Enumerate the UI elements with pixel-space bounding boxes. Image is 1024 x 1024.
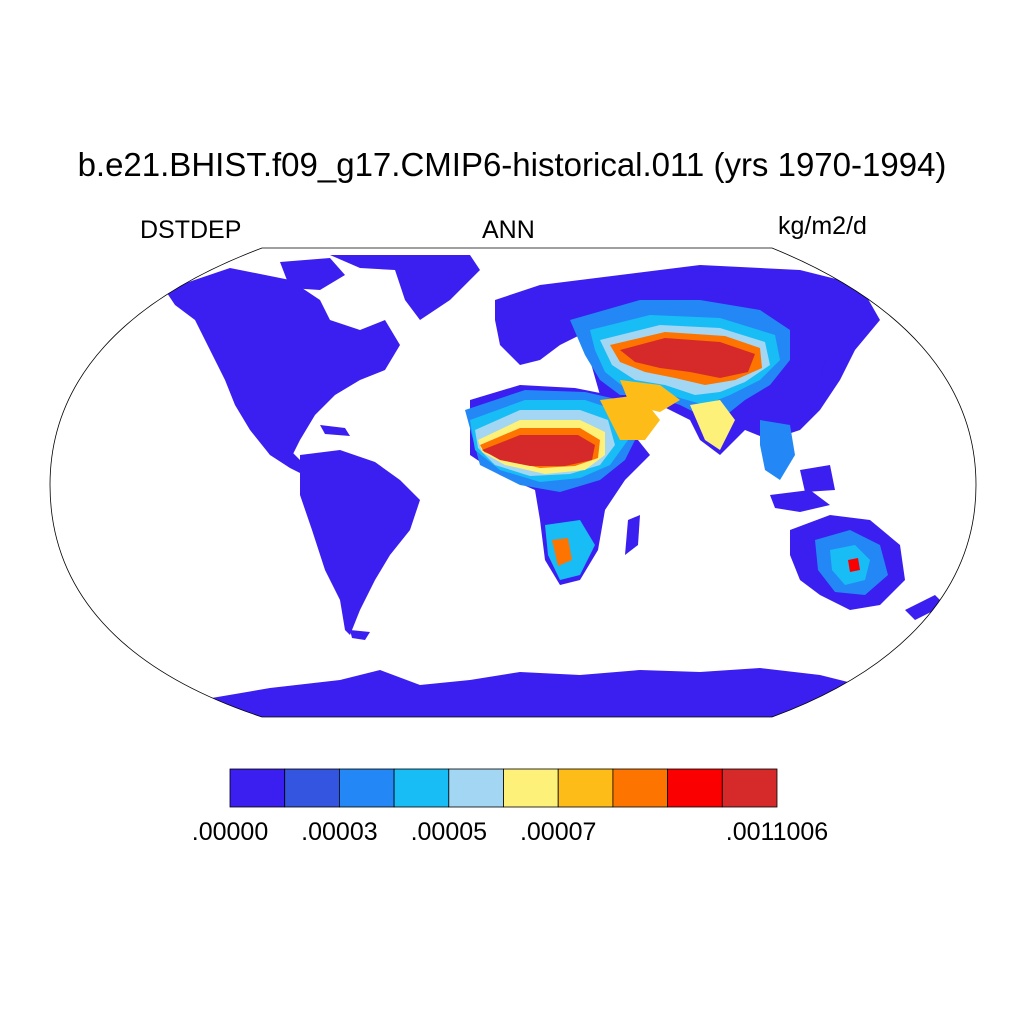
colorbar-swatch — [338, 768, 395, 808]
landmass-greenland — [330, 255, 480, 320]
colorbar-swatch — [667, 768, 723, 808]
india-dust — [690, 400, 735, 450]
colorbar-tick-label: .00003 — [301, 818, 378, 846]
landmass-japan — [812, 360, 835, 410]
colorbar-swatch — [557, 768, 614, 808]
landmass-southeast-asia — [760, 420, 795, 480]
variable-label: DSTDEP — [140, 216, 242, 244]
colorbar-swatch — [448, 768, 504, 808]
season-label: ANN — [482, 216, 535, 244]
landmass-antarctica — [150, 668, 900, 717]
colorbar-tick-label: .0011006 — [725, 818, 829, 846]
colorbar-tick-label: .00000 — [191, 818, 269, 846]
map-boundary — [49, 247, 977, 718]
colorbar-swatch — [284, 768, 340, 808]
colorbar-swatch — [612, 768, 669, 808]
landmass-arctic-islands — [280, 258, 345, 290]
landmass-indonesia — [770, 490, 830, 512]
colorbar-swatch — [721, 768, 778, 808]
australia-dust-red — [848, 558, 860, 572]
arabia-dust — [600, 395, 660, 440]
asia-dust-red — [620, 338, 755, 378]
landmass-south-america — [300, 450, 420, 635]
land-layer — [150, 255, 945, 717]
plot-title: b.e21.BHIST.f09_g17.CMIP6-historical.011… — [77, 146, 947, 183]
colorbar-tick-label: .00007 — [519, 818, 597, 846]
landmass-north-america — [165, 268, 400, 460]
colorbar — [229, 768, 778, 808]
africa-dust-red — [482, 435, 595, 466]
colorbar-swatch — [229, 768, 286, 808]
colorbar-tick-label: .00005 — [410, 818, 488, 846]
landmass-caribbean — [320, 425, 350, 436]
landmass-borneo — [800, 465, 835, 492]
kalahari-dust — [552, 538, 572, 566]
units-label: kg/m2/d — [778, 212, 867, 240]
colorbar-swatch — [393, 768, 450, 808]
landmass-madagascar — [625, 515, 640, 555]
landmass-new-zealand — [905, 595, 945, 620]
colorbar-swatch — [503, 768, 559, 808]
landmass-tierra-del-fuego — [350, 630, 370, 640]
